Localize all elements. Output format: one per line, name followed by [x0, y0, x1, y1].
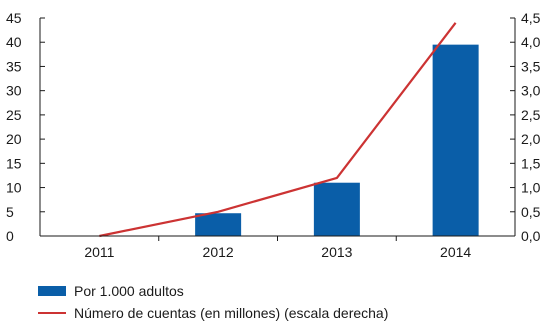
right-tick-label: 3,5	[521, 58, 541, 74]
legend-label-line: Número de cuentas (en millones) (escala …	[74, 305, 389, 321]
left-tick-label: 10	[6, 180, 22, 196]
line-group	[99, 22, 457, 238]
legend-swatch-line	[38, 312, 66, 314]
right-tick-label: 0,5	[521, 204, 541, 220]
legend-label-bar: Por 1.000 adultos	[74, 283, 184, 299]
left-tick-label: 5	[6, 204, 14, 220]
left-tick-label: 15	[6, 155, 22, 171]
right-tick-label: 4,5	[521, 10, 541, 26]
line-series-cuentas	[99, 22, 457, 238]
right-axis: 0,0 0,5 1,0 1,5 2,0 2,5 3,0 3,5 4,0 4,5	[510, 10, 541, 244]
legend-item-bar: Por 1.000 adultos	[38, 283, 184, 299]
left-tick-label: 25	[6, 107, 22, 123]
x-tick-label: 2013	[321, 244, 352, 260]
bars-group	[195, 44, 479, 237]
legend-swatch-bar	[38, 286, 66, 296]
bar-2014	[432, 44, 479, 237]
x-axis: 2011 2012 2013 2014	[84, 236, 471, 260]
left-tick-label: 45	[6, 10, 22, 26]
left-tick-label: 0	[6, 228, 14, 244]
right-tick-label: 4,0	[521, 34, 541, 50]
bar-2013	[313, 182, 360, 236]
x-tick-label: 2014	[440, 244, 471, 260]
right-tick-label: 1,5	[521, 155, 541, 171]
right-tick-label: 2,5	[521, 107, 541, 123]
left-tick-label: 40	[6, 34, 22, 50]
left-tick-label: 35	[6, 58, 22, 74]
left-axis: 0 5 10 15 20 25 30 35 40 45	[6, 10, 45, 244]
right-tick-label: 0,0	[521, 228, 541, 244]
right-tick-label: 3,0	[521, 83, 541, 99]
legend-item-line: Número de cuentas (en millones) (escala …	[38, 305, 388, 321]
left-tick-label: 20	[6, 131, 22, 147]
right-tick-label: 2,0	[521, 131, 541, 147]
right-tick-label: 1,0	[521, 180, 541, 196]
bar-2012	[195, 213, 242, 236]
x-tick-label: 2012	[203, 244, 234, 260]
x-tick-label: 2011	[84, 244, 114, 260]
left-tick-label: 30	[6, 83, 22, 99]
